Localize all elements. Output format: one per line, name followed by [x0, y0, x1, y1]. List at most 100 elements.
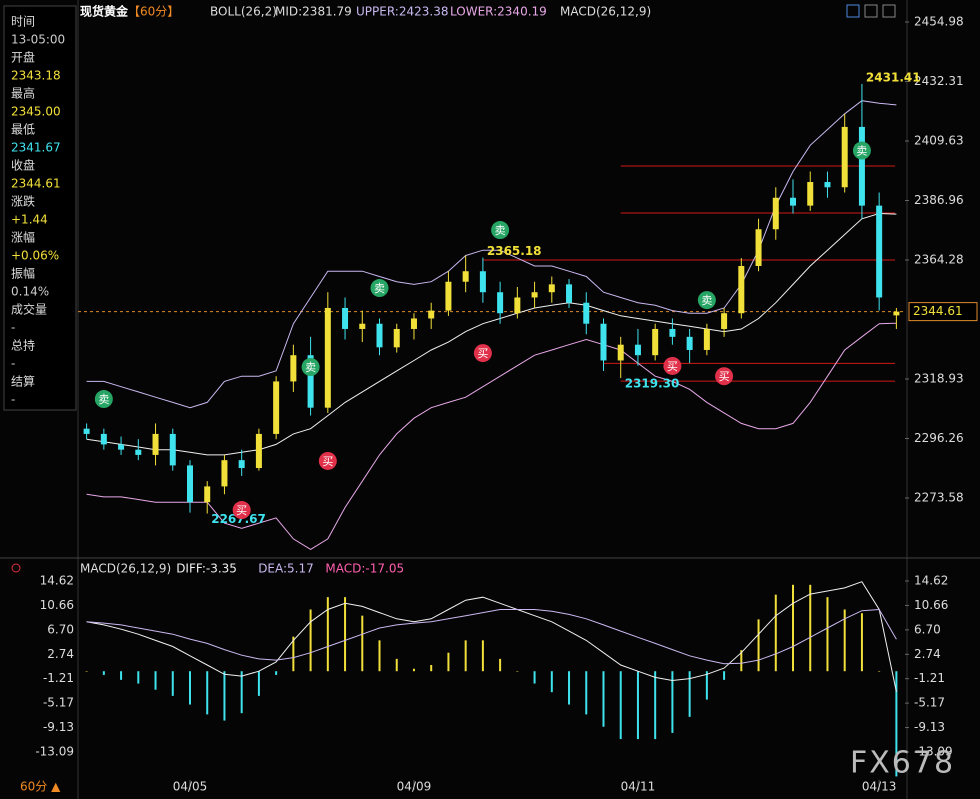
period-selector[interactable]: 60分 ▲: [20, 780, 61, 794]
signal-marker: [663, 356, 682, 375]
tool-button[interactable]: [846, 4, 860, 18]
period: 【60分】: [128, 5, 179, 19]
info-panel: 时间 13-05:00 开盘 2343.18 最高 2345.00 最低 2341.67 收盘 2…: [3, 5, 77, 411]
info-label: 开盘: [11, 50, 35, 65]
macd-bar: [516, 671, 519, 672]
macd-bar: [568, 671, 571, 705]
macd-legend: MACD:-17.05: [325, 562, 404, 576]
toolbar: [846, 4, 896, 18]
macd-bar: [309, 609, 312, 672]
info-value: 2341.67: [11, 141, 61, 155]
candle-body: [445, 281, 452, 311]
boll-lower: LOWER:2340.19: [450, 5, 547, 19]
signal-label: 买: [719, 370, 730, 383]
candle-body: [462, 271, 469, 282]
info-label: 涨幅: [11, 230, 35, 245]
info-label: 成交量: [11, 302, 47, 317]
panel-icon[interactable]: [11, 563, 21, 573]
candle-body: [324, 307, 331, 408]
candle-body: [221, 460, 228, 487]
y-tick-label: 10.66: [40, 598, 74, 612]
info-value: +1.44: [11, 213, 48, 227]
candle-body: [83, 428, 90, 434]
candle-body: [755, 229, 762, 266]
candle-body: [876, 205, 883, 298]
candle-body: [169, 433, 176, 466]
candle-body: [841, 126, 848, 188]
macd-bar: [412, 668, 415, 672]
candle-body: [204, 486, 211, 503]
y-tick-label: 6.70: [47, 622, 74, 636]
y-tick-label: 2454.98: [914, 15, 964, 29]
candle-body: [686, 336, 693, 350]
macd-legend: DEA:5.17: [258, 562, 314, 576]
candle-body: [858, 126, 865, 206]
candle-body: [100, 433, 107, 445]
macd-bar: [602, 671, 605, 727]
info-value: 2343.18: [11, 69, 61, 83]
macd-bar: [378, 640, 381, 672]
macd-label: MACD(26,12,9): [560, 5, 651, 19]
macd-bar: [809, 584, 812, 672]
y-tick-label: -9.13: [914, 720, 945, 734]
macd-line: [86, 581, 897, 693]
macd-bar: [275, 671, 278, 675]
info-value: -: [11, 393, 15, 407]
x-tick-label: 04/11: [621, 780, 656, 794]
candle-body: [118, 444, 125, 450]
candle-body: [342, 307, 349, 329]
current-price-tag: [908, 302, 978, 322]
candle-body: [721, 313, 728, 329]
y-tick-label: 2432.31: [914, 74, 964, 88]
macd-bar: [860, 613, 863, 672]
candle-body: [410, 318, 417, 329]
info-value: 13-05:00: [11, 33, 65, 47]
info-label: 结算: [11, 374, 35, 389]
macd-bar: [464, 640, 467, 672]
candle-body: [186, 465, 193, 503]
macd-line: [86, 608, 897, 665]
macd-bar: [654, 671, 657, 740]
tool-button[interactable]: [882, 4, 896, 18]
info-label: 最低: [11, 123, 35, 137]
y-tick-label: 2364.28: [914, 253, 964, 267]
candle-body: [479, 271, 486, 293]
y-tick-label: 14.62: [914, 573, 948, 587]
info-value: -: [11, 321, 15, 335]
plot: 2454.98 2432.31 2409.63 2386.96 2364.28 2318.…: [35, 15, 978, 794]
y-tick-label: -5.17: [43, 696, 74, 710]
signal-marker: [473, 344, 492, 363]
macd-bar: [292, 636, 295, 672]
macd-bar: [188, 671, 191, 705]
extreme-label: 2267.67: [211, 512, 266, 526]
candle-body: [738, 265, 745, 314]
macd-bar: [430, 665, 433, 672]
macd-bar: [344, 597, 347, 672]
candle-body: [152, 433, 159, 455]
tool-button[interactable]: [864, 4, 878, 18]
symbol: 现货黄金: [80, 4, 129, 19]
macd-bar: [171, 671, 174, 696]
info-value: -: [11, 357, 15, 371]
candle-body: [566, 284, 573, 303]
macd-bar: [223, 671, 226, 721]
candle-body: [634, 344, 641, 356]
candle-body: [772, 197, 779, 230]
extreme-label: 2319.30: [625, 377, 680, 391]
macd-bar: [257, 671, 260, 696]
macd-bar: [361, 615, 364, 672]
macd-bar: [757, 619, 760, 672]
signal-marker: [301, 358, 320, 377]
signal-label: 卖: [98, 393, 109, 406]
signal-label: 买: [477, 347, 488, 360]
candle-body: [376, 323, 383, 348]
y-tick-label: 2386.96: [914, 193, 964, 207]
signal-label: 卖: [495, 224, 506, 237]
candle-body: [548, 284, 555, 293]
signal-marker: [370, 279, 389, 298]
info-label: 振幅: [11, 266, 35, 281]
info-label: 涨跌: [11, 194, 35, 209]
boll-label: BOLL(26,2): [210, 5, 277, 19]
info-label: 时间: [11, 15, 35, 29]
